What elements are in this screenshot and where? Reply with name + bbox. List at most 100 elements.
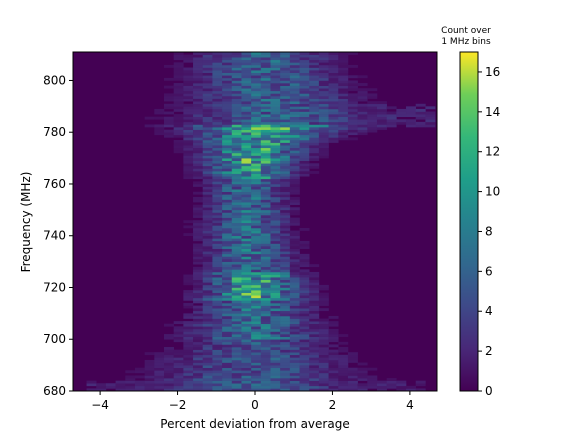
heatmap-cell xyxy=(193,246,204,249)
heatmap-cell xyxy=(260,181,271,185)
heatmap-cell xyxy=(183,132,194,136)
heatmap-cell xyxy=(309,93,320,97)
heatmap-cell xyxy=(193,176,204,180)
heatmap-cell xyxy=(260,62,271,66)
heatmap-cell xyxy=(202,80,213,84)
heatmap-cell xyxy=(328,64,339,68)
heatmap-cell xyxy=(328,315,339,319)
heatmap-cell xyxy=(173,145,184,149)
heatmap-cell xyxy=(222,145,233,149)
heatmap-cell xyxy=(299,72,310,76)
heatmap-cell xyxy=(270,142,281,146)
heatmap-cell xyxy=(173,367,184,371)
heatmap-cell xyxy=(328,321,339,325)
heatmap-cell xyxy=(289,121,300,125)
heatmap-cell xyxy=(260,344,271,348)
heatmap-cell xyxy=(251,106,262,110)
heatmap-cell xyxy=(270,139,281,143)
heatmap-cell xyxy=(270,106,281,110)
heatmap-cell xyxy=(231,375,242,379)
heatmap-cell xyxy=(260,321,271,325)
heatmap-cell xyxy=(260,372,271,376)
heatmap-cell xyxy=(173,95,184,99)
heatmap-cell xyxy=(338,80,349,84)
heatmap-cell xyxy=(338,85,349,89)
heatmap-cell xyxy=(115,383,126,387)
heatmap-cell xyxy=(164,106,174,110)
heatmap-cell xyxy=(270,318,281,322)
heatmap-cell xyxy=(270,310,281,314)
heatmap-cell xyxy=(222,85,233,89)
heatmap-cell xyxy=(328,362,339,366)
x-tick-label: 2 xyxy=(329,398,337,412)
heatmap-cell xyxy=(212,238,223,242)
heatmap-cell xyxy=(241,238,252,242)
heatmap-cell xyxy=(357,88,368,92)
heatmap-cell xyxy=(289,95,300,99)
heatmap-cell xyxy=(251,367,262,371)
heatmap-cell xyxy=(415,108,426,112)
heatmap-cell xyxy=(338,137,349,141)
heatmap-cell xyxy=(222,163,233,167)
heatmap-cell xyxy=(289,59,300,63)
heatmap-cell xyxy=(318,378,329,381)
heatmap-cell xyxy=(241,370,252,374)
heatmap-cell xyxy=(251,207,262,211)
heatmap-cell xyxy=(125,385,136,389)
heatmap-cell xyxy=(299,271,310,275)
heatmap-cell xyxy=(231,378,242,381)
heatmap-cell xyxy=(338,121,349,125)
heatmap-cell xyxy=(202,375,213,379)
heatmap-cell xyxy=(231,336,242,340)
heatmap-cell xyxy=(222,114,233,117)
heatmap-cell xyxy=(222,388,233,392)
heatmap-cell xyxy=(212,284,223,288)
heatmap-cell xyxy=(260,290,271,293)
heatmap-cell xyxy=(260,98,271,102)
heatmap-cell xyxy=(318,287,329,291)
heatmap-cell xyxy=(231,194,242,198)
heatmap-cell xyxy=(318,155,329,159)
heatmap-cell xyxy=(222,235,233,239)
heatmap-cell xyxy=(241,375,252,379)
heatmap-cell xyxy=(241,168,252,172)
heatmap-cell xyxy=(309,108,320,112)
heatmap-cell xyxy=(241,183,252,187)
heatmap-cell xyxy=(212,209,223,213)
heatmap-cell xyxy=(289,279,300,283)
heatmap-cell xyxy=(241,326,252,330)
heatmap-cell xyxy=(270,313,281,317)
heatmap-cell xyxy=(299,347,310,350)
heatmap-cell xyxy=(251,101,262,105)
heatmap-cell xyxy=(251,370,262,374)
heatmap-cell xyxy=(193,111,204,115)
heatmap-cell xyxy=(280,95,291,99)
heatmap-cell xyxy=(212,264,223,268)
heatmap-cell xyxy=(202,145,213,149)
heatmap-cell xyxy=(144,375,155,379)
heatmap-cell xyxy=(270,88,281,92)
heatmap-cell xyxy=(86,383,97,387)
heatmap-cell xyxy=(260,233,271,237)
heatmap-cell xyxy=(231,196,242,200)
heatmap-cell xyxy=(260,274,271,278)
heatmap-cell xyxy=(309,295,320,299)
heatmap-cell xyxy=(222,271,233,275)
heatmap-cell xyxy=(202,171,213,174)
heatmap-cell xyxy=(231,235,242,239)
heatmap-cell xyxy=(231,178,242,182)
heatmap-cell xyxy=(328,83,339,86)
heatmap-cell xyxy=(289,367,300,371)
heatmap-cell xyxy=(367,383,378,387)
heatmap-cell xyxy=(231,383,242,387)
heatmap-cell xyxy=(212,111,223,115)
heatmap-cell xyxy=(260,57,271,61)
heatmap-cell xyxy=(289,108,300,112)
heatmap-cell xyxy=(270,303,281,306)
heatmap-cell xyxy=(280,318,291,322)
heatmap-cell xyxy=(173,385,184,389)
heatmap-cell xyxy=(241,152,252,156)
heatmap-cell xyxy=(164,336,174,340)
heatmap-cell xyxy=(328,75,339,79)
heatmap-cell xyxy=(280,134,291,138)
